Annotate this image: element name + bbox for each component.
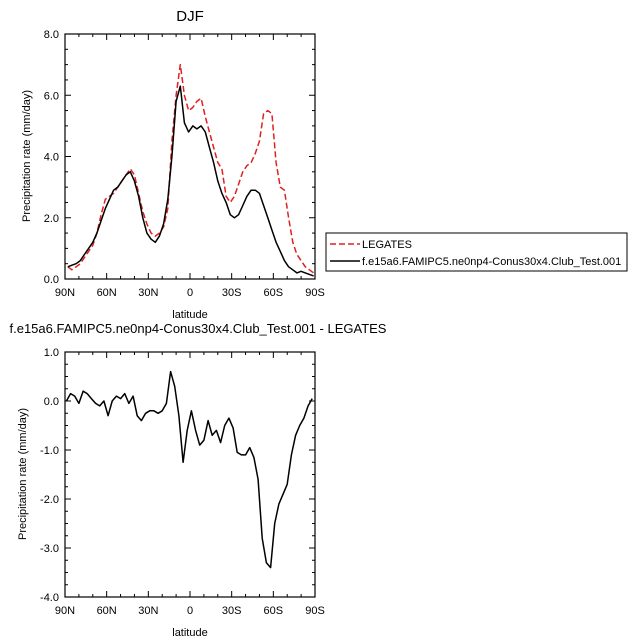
y-tick-label: -2.0 [40, 494, 59, 506]
bottom-chart-title: f.e15a6.FAMIPC5.ne0np4-Conus30x4.Club_Te… [10, 321, 387, 336]
bottom-chart-y-ticks: 1.0 0.0 -1.0 -2.0 -3.0 -4.0 [40, 347, 315, 604]
x-tick-label: 30N [138, 605, 158, 617]
top-chart: DJF 0.02.04.06.08.0 90N 60N 30N 0 30S 60S 90S … [21, 8, 325, 321]
legend-legates-label: LEGATES [362, 239, 412, 251]
x-tick-label: 0 [187, 287, 193, 299]
y-tick-label: 6.0 [44, 90, 59, 102]
bottom-chart-ylabel: Precipitation rate (mm/day) [17, 408, 29, 540]
y-tick-label: 0.0 [44, 396, 59, 408]
series-line-difference [65, 370, 313, 569]
bottom-chart-frame [64, 351, 316, 598]
y-tick-label: 0.0 [44, 274, 59, 286]
x-tick-label: 0 [187, 605, 193, 617]
y-tick-label: -4.0 [40, 592, 59, 604]
x-tick-label: 60S [264, 605, 284, 617]
legend: LEGATES f.e15a6.FAMIPC5.ne0np4-Conus30x4… [325, 232, 628, 272]
y-tick-label: -3.0 [40, 543, 59, 555]
y-tick-label: 1.0 [44, 347, 59, 359]
y-tick-label: -1.0 [40, 445, 59, 457]
x-tick-label: 90S [305, 287, 325, 299]
x-tick-label: 60N [97, 605, 117, 617]
bottom-chart-series [65, 370, 313, 569]
y-tick-label: 2.0 [44, 213, 59, 225]
top-chart-frame [64, 33, 316, 280]
x-tick-label: 30N [138, 287, 158, 299]
x-tick-label: 30S [222, 287, 242, 299]
top-chart-xlabel: latitude [172, 309, 207, 321]
y-tick-label: 4.0 [44, 152, 59, 164]
top-chart-x-ticks: 90N 60N 30N 0 30S 60S 90S [55, 34, 325, 299]
x-tick-label: 60S [264, 287, 284, 299]
top-chart-series [67, 63, 315, 277]
bottom-chart-xlabel: latitude [172, 627, 207, 639]
series-line-f-e15a6-famipc5-ne0np4-conus30x4-club-test-001 [67, 85, 314, 277]
x-tick-label: 90S [305, 605, 325, 617]
top-chart-ylabel: Precipitation rate (mm/day) [21, 90, 33, 222]
bottom-chart: f.e15a6.FAMIPC5.ne0np4-Conus30x4.Club_Te… [10, 321, 387, 639]
series-line-legates [67, 63, 315, 274]
x-tick-label: 30S [222, 605, 242, 617]
legend-model-label: f.e15a6.FAMIPC5.ne0np4-Conus30x4.Club_Te… [362, 256, 621, 268]
y-tick-label: 8.0 [44, 29, 59, 41]
bottom-chart-x-ticks: 90N 60N 30N 0 30S 60S 90S [55, 352, 325, 617]
legend-box [325, 232, 628, 272]
x-tick-label: 60N [97, 287, 117, 299]
x-tick-label: 90N [55, 287, 75, 299]
x-tick-label: 90N [55, 605, 75, 617]
top-chart-title: DJF [176, 8, 204, 25]
